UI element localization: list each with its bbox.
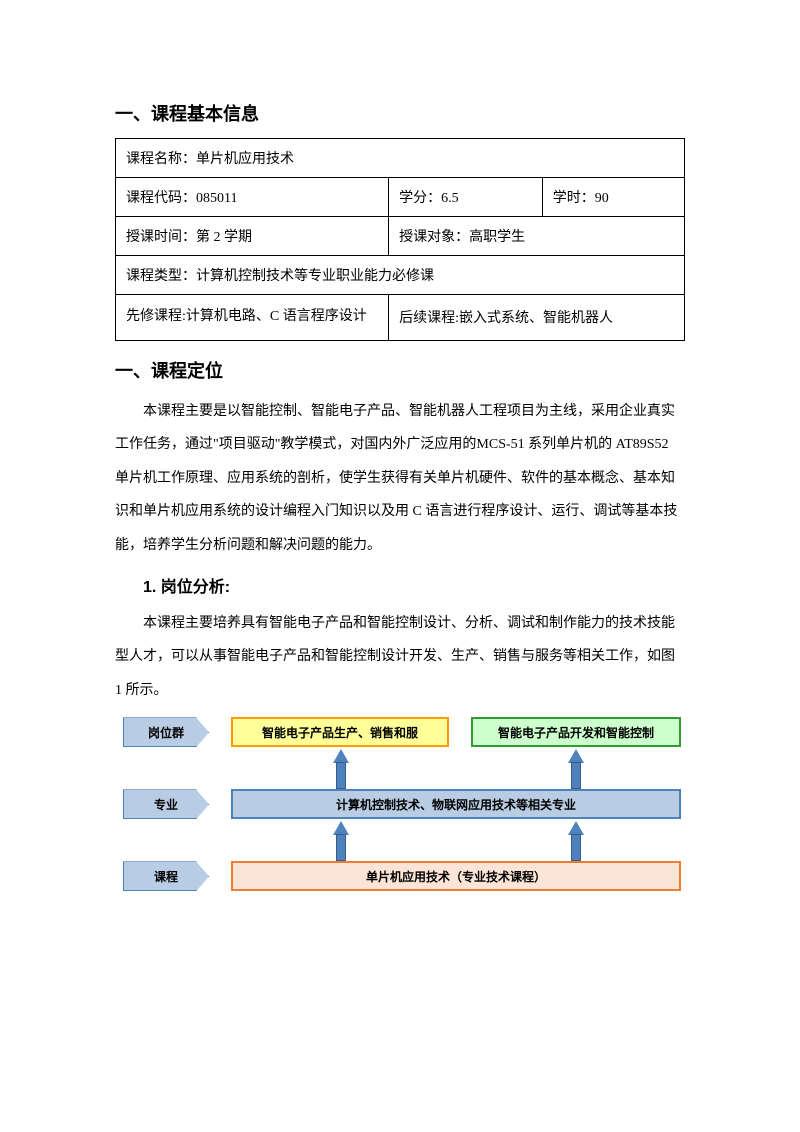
- hours-cell: 学时：90: [542, 178, 684, 217]
- job-analysis-title: 1. 岗位分析:: [143, 573, 685, 597]
- diagram-label-jobs: 岗位群: [123, 717, 209, 747]
- positioning-paragraph: 本课程主要是以智能控制、智能电子产品、智能机器人工程项目为主线，采用企业真实工作…: [115, 395, 685, 563]
- diagram-box-products: 智能电子产品生产、销售和服: [231, 717, 449, 747]
- job-diagram: 岗位群 智能电子产品生产、销售和服 智能电子产品开发和智能控制 专业 计算机控制…: [123, 713, 683, 943]
- section2-title: 一、课程定位: [115, 357, 685, 383]
- diagram-arrow-3: [333, 821, 349, 859]
- course-name-cell: 课程名称：单片机应用技术: [116, 139, 685, 178]
- diagram-arrow-1: [333, 749, 349, 787]
- section1-title: 一、课程基本信息: [115, 100, 685, 126]
- diagram-box-dev: 智能电子产品开发和智能控制: [471, 717, 681, 747]
- credits-cell: 学分：6.5: [389, 178, 543, 217]
- course-info-table: 课程名称：单片机应用技术 课程代码：085011 学分：6.5 学时：90 授课…: [115, 138, 685, 341]
- course-type-cell: 课程类型：计算机控制技术等专业职业能力必修课: [116, 256, 685, 295]
- diagram-arrow-4: [568, 821, 584, 859]
- followup-cell: 后续课程:嵌入式系统、智能机器人: [389, 295, 685, 341]
- schedule-cell: 授课时间：第 2 学期: [116, 217, 389, 256]
- diagram-box-course: 单片机应用技术（专业技术课程）: [231, 861, 681, 891]
- diagram-label-course: 课程: [123, 861, 209, 891]
- course-code-cell: 课程代码：085011: [116, 178, 389, 217]
- job-analysis-paragraph: 本课程主要培养具有智能电子产品和智能控制设计、分析、调试和制作能力的技术技能型人…: [115, 607, 685, 708]
- diagram-arrow-2: [568, 749, 584, 787]
- prereq-cell: 先修课程:计算机电路、C 语言程序设计: [116, 295, 389, 341]
- diagram-box-major: 计算机控制技术、物联网应用技术等相关专业: [231, 789, 681, 819]
- audience-cell: 授课对象：高职学生: [389, 217, 685, 256]
- diagram-label-major: 专业: [123, 789, 209, 819]
